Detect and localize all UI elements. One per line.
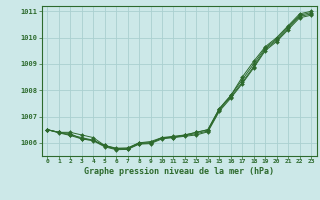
X-axis label: Graphe pression niveau de la mer (hPa): Graphe pression niveau de la mer (hPa) [84, 167, 274, 176]
